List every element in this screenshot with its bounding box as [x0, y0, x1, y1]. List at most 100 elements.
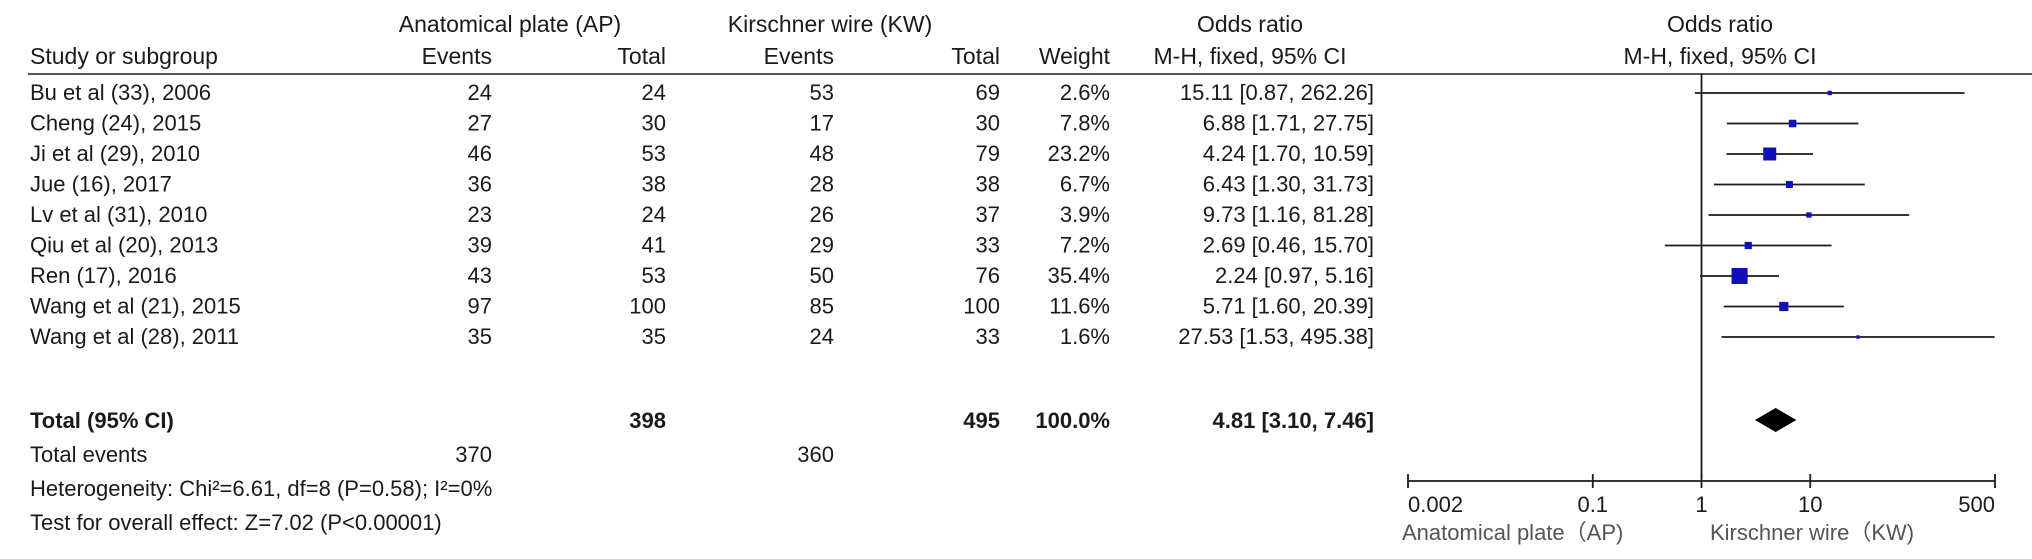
- kw-total: 76: [976, 263, 1000, 288]
- x-tick-label: 1: [1695, 492, 1707, 517]
- kw-events: 50: [810, 263, 834, 288]
- kw-events: 85: [810, 294, 834, 319]
- study-weight: 2.6%: [1060, 80, 1110, 105]
- total-weight: 100.0%: [1035, 408, 1110, 433]
- study-name: Wang et al (28), 2011: [30, 324, 239, 349]
- ap-total-header: Total: [617, 43, 666, 69]
- group2-header: Kirschner wire (KW): [728, 11, 932, 37]
- study-square: [1806, 212, 1812, 218]
- total-events-kw: 360: [797, 442, 834, 467]
- kw-total: 33: [976, 233, 1000, 258]
- ap-events: 23: [468, 202, 492, 227]
- ap-total: 100: [629, 294, 666, 319]
- study-or-ci: 15.11 [0.87, 262.26]: [1180, 80, 1374, 105]
- study-name: Qiu et al (20), 2013: [30, 233, 218, 258]
- ap-events: 35: [468, 324, 492, 349]
- ap-total: 24: [642, 202, 666, 227]
- or-table-title: Odds ratio: [1197, 11, 1303, 37]
- x-tick-label: 0.1: [1577, 492, 1608, 517]
- plot-area: 0.002 0.1 1 10 500: [1407, 74, 1996, 517]
- study-weight: 11.6%: [1049, 294, 1110, 319]
- study-or-ci: 4.24 [1.70, 10.59]: [1203, 141, 1374, 166]
- ap-events: 97: [468, 294, 492, 319]
- study-rows: Bu et al (33), 2006 24 24 53 69 2.6% 15.11 [0.…: [30, 80, 1374, 349]
- study-square: [1788, 119, 1797, 128]
- favours-left-label: Anatomical plate（AP): [1402, 520, 1623, 545]
- study-or-ci: 5.71 [1.60, 20.39]: [1203, 294, 1374, 319]
- study-weight: 7.2%: [1060, 233, 1110, 258]
- study-square: [1731, 267, 1748, 285]
- x-tick-label: 10: [1798, 492, 1822, 517]
- study-square: [1827, 90, 1832, 96]
- kw-total: 69: [976, 80, 1000, 105]
- kw-total: 30: [976, 111, 1000, 136]
- study-name: Cheng (24), 2015: [30, 111, 201, 136]
- study-weight: 35.4%: [1048, 263, 1110, 288]
- overall-effect-text: Test for overall effect: Z=7.02 (P<0.000…: [30, 510, 442, 535]
- kw-total: 33: [976, 324, 1000, 349]
- kw-events: 24: [810, 324, 834, 349]
- study-or-ci: 27.53 [1.53, 495.38]: [1178, 324, 1374, 349]
- total-events-label: Total events: [30, 442, 147, 467]
- or-plot-method: M-H, fixed, 95% CI: [1624, 43, 1817, 69]
- study-square: [1856, 335, 1860, 339]
- x-tick-label: 0.002: [1408, 492, 1463, 517]
- study-name: Ren (17), 2016: [30, 263, 177, 288]
- heterogeneity-text: Heterogeneity: Chi²=6.61, df=8 (P=0.58);…: [30, 476, 492, 501]
- kw-total-header: Total: [951, 43, 1000, 69]
- study-weight: 7.8%: [1060, 111, 1110, 136]
- ap-total: 41: [642, 233, 666, 258]
- ap-events: 27: [468, 111, 492, 136]
- ap-events-header: Events: [422, 43, 492, 69]
- study-square: [1744, 241, 1752, 250]
- study-name: Jue (16), 2017: [30, 172, 172, 197]
- study-square: [1779, 301, 1789, 312]
- or-table-method: M-H, fixed, 95% CI: [1154, 43, 1347, 69]
- kw-events: 26: [810, 202, 834, 227]
- study-weight: 3.9%: [1060, 202, 1110, 227]
- kw-events: 53: [810, 80, 834, 105]
- study-or-ci: 6.88 [1.71, 27.75]: [1203, 111, 1374, 136]
- kw-events: 28: [810, 172, 834, 197]
- ap-total: 38: [642, 172, 666, 197]
- ap-total: 53: [642, 141, 666, 166]
- kw-total: 100: [963, 294, 1000, 319]
- ap-events: 36: [468, 172, 492, 197]
- study-column-header: Study or subgroup: [30, 43, 218, 69]
- kw-total: 79: [976, 141, 1000, 166]
- study-name: Bu et al (33), 2006: [30, 80, 211, 105]
- ap-total: 35: [642, 324, 666, 349]
- study-or-ci: 2.24 [0.97, 5.16]: [1215, 263, 1374, 288]
- group1-header: Anatomical plate (AP): [399, 11, 621, 37]
- study-square: [1763, 147, 1777, 161]
- weight-header: Weight: [1039, 43, 1111, 69]
- kw-total: 38: [976, 172, 1000, 197]
- study-weight: 1.6%: [1060, 324, 1110, 349]
- total-or: 4.81 [3.10, 7.46]: [1213, 408, 1374, 433]
- ap-events: 43: [468, 263, 492, 288]
- ap-events: 46: [468, 141, 492, 166]
- study-or-ci: 6.43 [1.30, 31.73]: [1203, 172, 1374, 197]
- total-label: Total (95% CI): [30, 408, 174, 433]
- study-name: Ji et al (29), 2010: [30, 141, 200, 166]
- ap-total: 30: [642, 111, 666, 136]
- study-weight: 6.7%: [1060, 172, 1110, 197]
- kw-events: 48: [810, 141, 834, 166]
- kw-total: 37: [976, 202, 1000, 227]
- pooled-diamond: [1754, 408, 1797, 432]
- ap-total: 53: [642, 263, 666, 288]
- total-ap: 398: [629, 408, 666, 433]
- or-plot-title: Odds ratio: [1667, 11, 1773, 37]
- study-or-ci: 9.73 [1.16, 81.28]: [1203, 202, 1374, 227]
- total-events-ap: 370: [455, 442, 492, 467]
- total-kw: 495: [963, 408, 1000, 433]
- x-tick-label: 500: [1958, 492, 1995, 517]
- study-name: Lv et al (31), 2010: [30, 202, 207, 227]
- ap-total: 24: [642, 80, 666, 105]
- kw-events: 17: [810, 111, 834, 136]
- study-name: Wang et al (21), 2015: [30, 294, 241, 319]
- kw-events: 29: [810, 233, 834, 258]
- study-weight: 23.2%: [1048, 141, 1110, 166]
- favours-right-label: Kirschner wire（KW): [1710, 520, 1914, 545]
